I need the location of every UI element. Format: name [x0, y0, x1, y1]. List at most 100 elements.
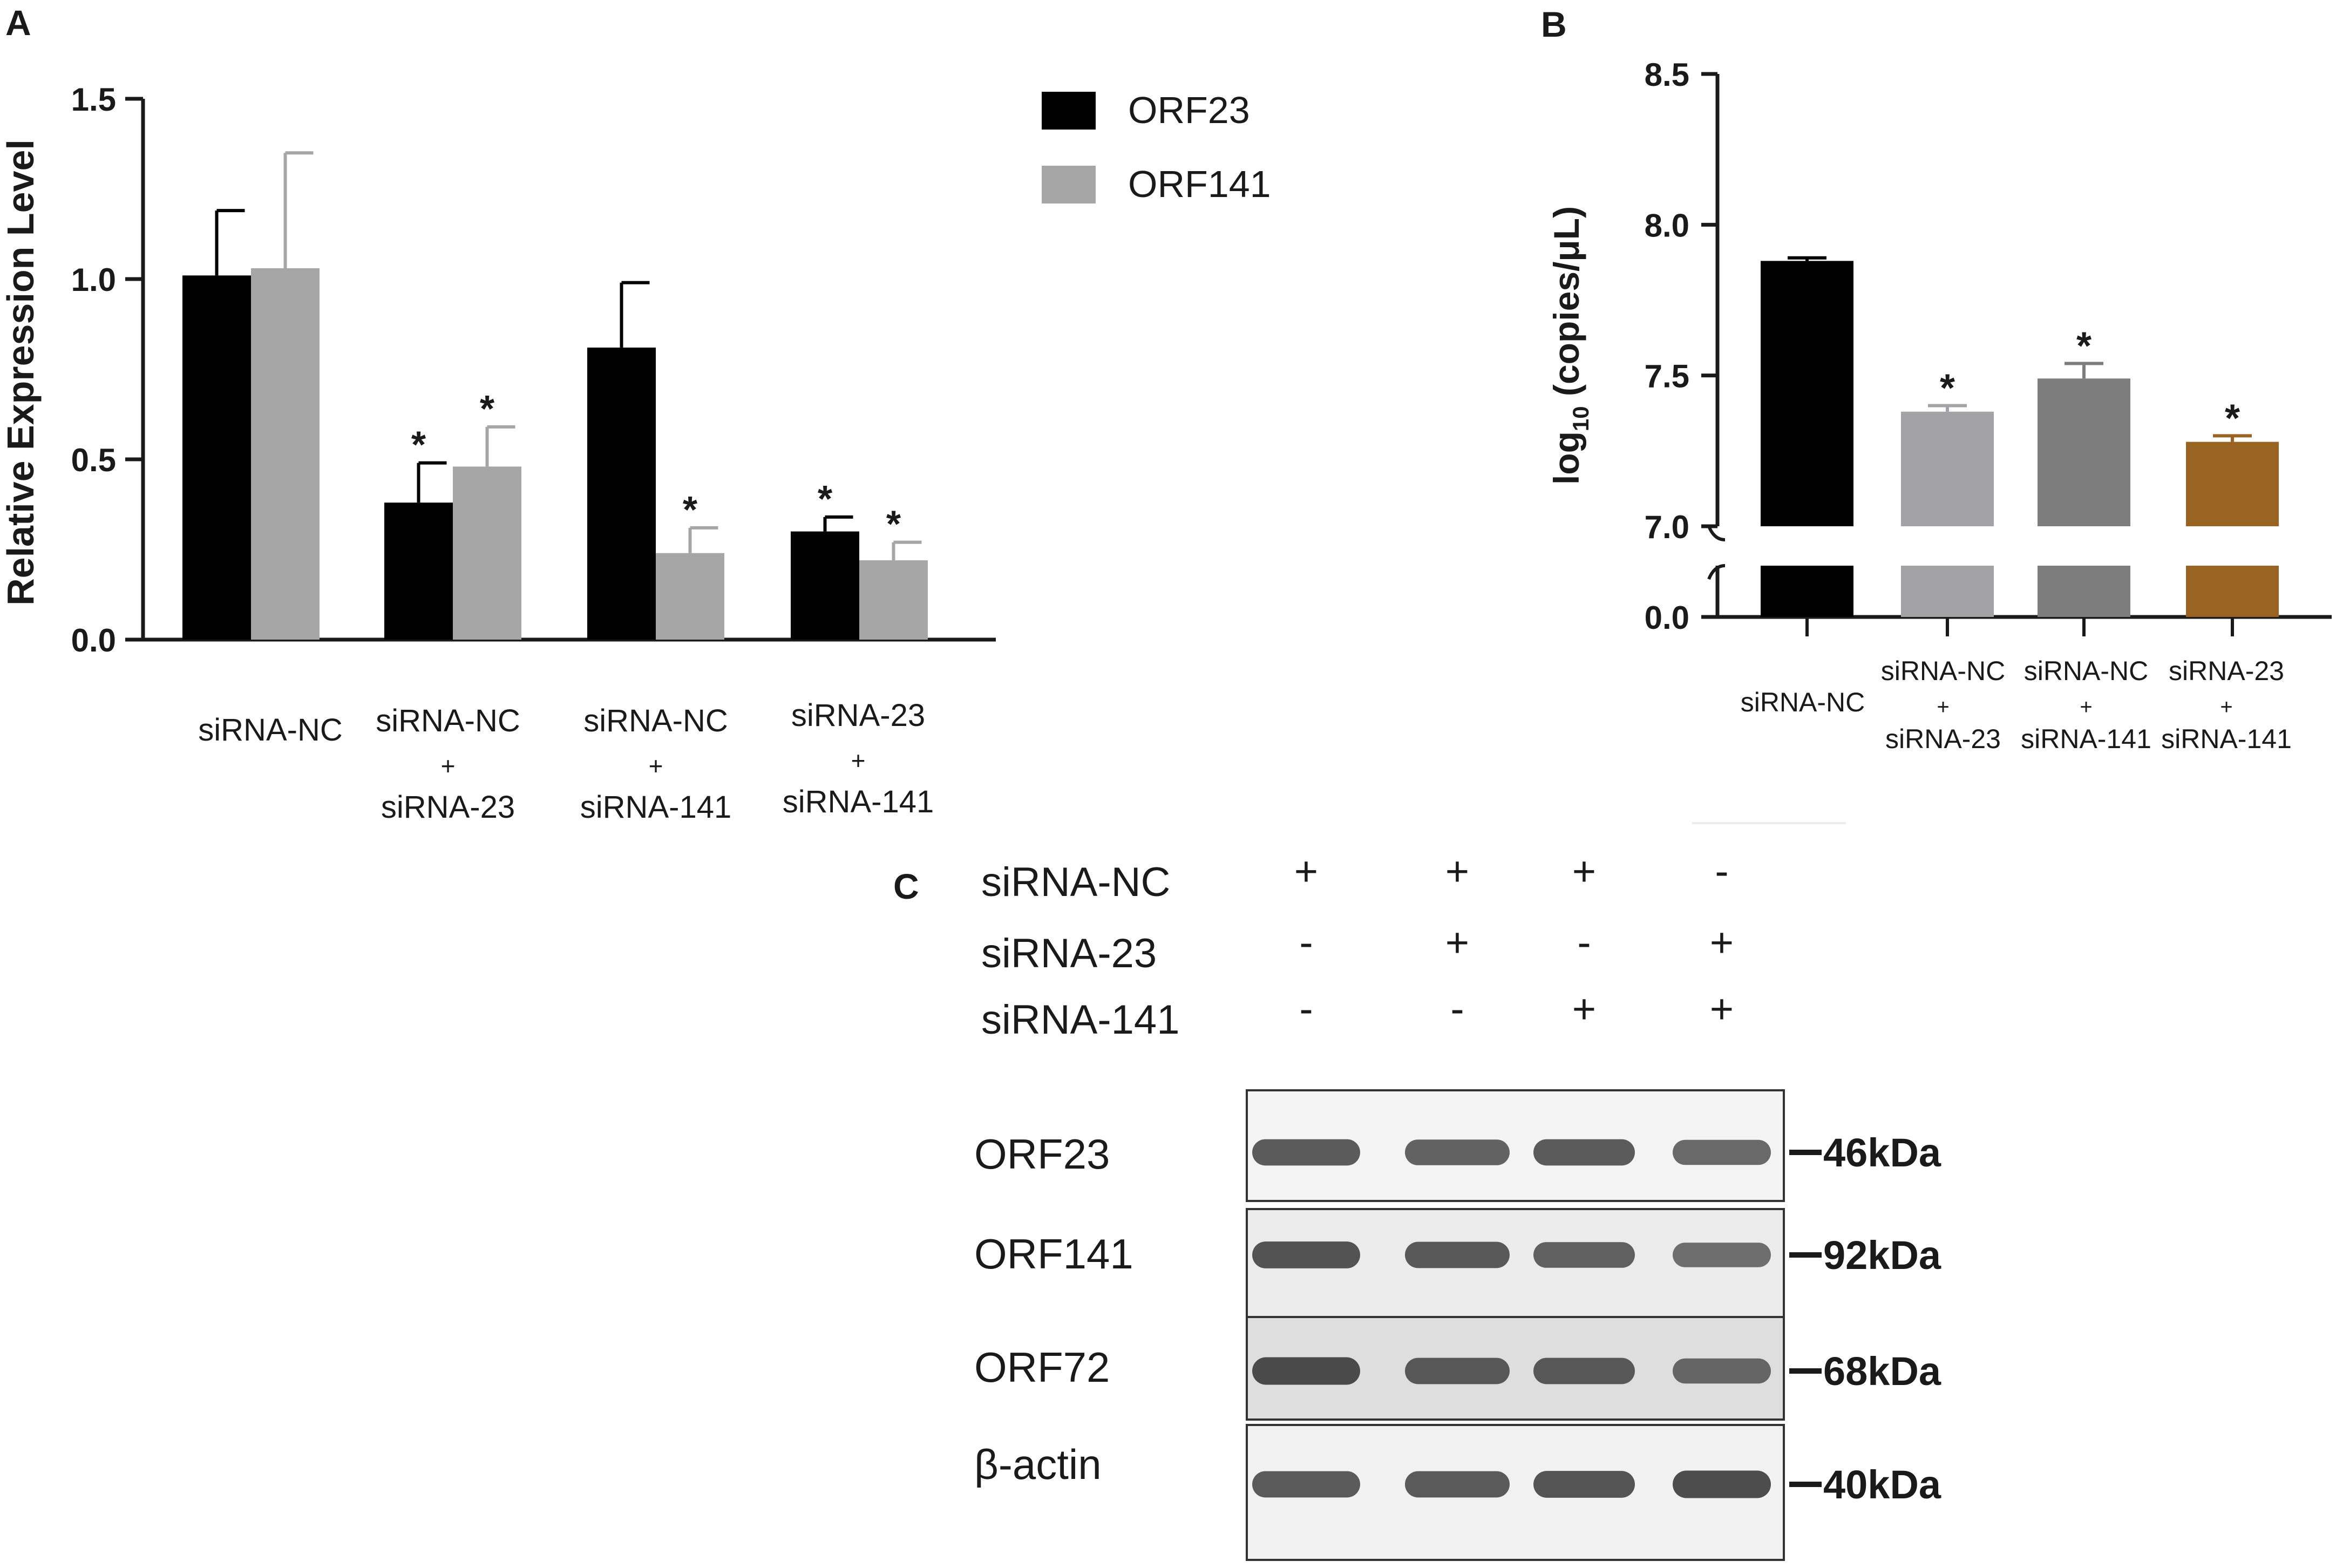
x-tick-label: siRNA-141 [580, 790, 731, 825]
wb-band [1673, 1243, 1771, 1267]
bar-lower [1901, 566, 1994, 617]
x-tick-label: siRNA-NC [1741, 687, 1865, 717]
bar-lower [2038, 566, 2130, 617]
wb-sign-plus: + [1445, 920, 1469, 966]
legend-label-orf23: ORF23 [1128, 89, 1250, 131]
significance-star: * [1940, 367, 1955, 410]
bar-orf23 [182, 275, 251, 640]
panel-a: A Relative Expression Level 0.0 0.5 1.0 1.5… [0, 3, 1271, 825]
wb-sign-plus: + [1572, 986, 1596, 1032]
panel-b-y-axis-label-main: log [1546, 431, 1586, 485]
y-tick-label: 1.0 [71, 262, 116, 298]
wb-condition-label: siRNA-141 [981, 997, 1179, 1043]
bar-orf23 [791, 531, 859, 640]
panel-c: C siRNA-NC + + + -siRNA-23- + - +siRNA-141- - + + … [893, 849, 1941, 1561]
wb-band [1533, 1242, 1635, 1268]
x-tick-label: + [649, 752, 663, 780]
x-tick-label: siRNA-NC [1881, 656, 2006, 686]
x-tick-label: siRNA-23 [1885, 724, 2001, 754]
wb-condition-label: siRNA-23 [981, 931, 1157, 976]
x-tick-label: siRNA-NC [376, 703, 520, 738]
panel-a-label: A [5, 3, 31, 43]
bar-orf23 [384, 503, 453, 640]
panel-a-x-tick-labels: siRNA-NC siRNA-NC + siRNA-23 siRNA-NC + siRNA-… [198, 698, 934, 825]
x-tick-label: siRNA-NC [198, 712, 342, 748]
x-tick-label: siRNA-141 [2021, 724, 2151, 754]
panel-b-y-axis-label-sub: 10 [1568, 406, 1593, 431]
bar-upper [1901, 411, 1994, 526]
legend-swatch-orf141 [1042, 166, 1096, 203]
wb-protein-label: ORF23 [974, 1130, 1110, 1178]
panel-b-y-ticks: 0.0 7.0 7.5 8.0 8.5 [1645, 57, 1717, 636]
wb-band [1252, 1471, 1360, 1498]
wb-band [1405, 1139, 1510, 1165]
significance-star: * [2225, 397, 2240, 440]
x-tick-label: siRNA-23 [791, 698, 925, 733]
x-tick-label: siRNA-23 [2169, 656, 2284, 686]
panel-b-y-axis-label-rest: (copies/μL) [1546, 206, 1586, 406]
wb-band [1673, 1358, 1771, 1384]
panel-a-bars: * * * * * [182, 151, 928, 640]
wb-condition-label: siRNA-NC [981, 859, 1170, 905]
x-tick-label: siRNA-23 [381, 790, 515, 825]
wb-band [1252, 1357, 1360, 1385]
wb-sign-minus: - [1715, 849, 1728, 894]
panel-a-y-ticks: 0.0 0.5 1.0 1.5 [71, 82, 143, 659]
bar-orf141 [656, 553, 724, 640]
wb-sign-plus: + [1572, 849, 1596, 894]
panel-a-legend: ORF23 ORF141 [1042, 89, 1271, 205]
panel-b-label: B [1541, 4, 1567, 44]
x-tick-label: + [851, 746, 866, 775]
wb-size-label: 92kDa [1823, 1233, 1941, 1278]
bar-lower [1761, 566, 1853, 617]
bar-upper [2186, 442, 2279, 526]
panel-b-y-axis-label: log10 (copies/μL) [1546, 206, 1593, 485]
x-tick-label: siRNA-NC [2024, 656, 2149, 686]
x-tick-label: siRNA-141 [2161, 724, 2292, 754]
wb-sign-minus: - [1577, 920, 1591, 966]
wb-sign-plus: + [1710, 920, 1734, 966]
y-tick-label: 8.5 [1645, 57, 1689, 93]
wb-sign-plus: + [1710, 986, 1734, 1032]
wb-band [1533, 1471, 1635, 1498]
wb-band [1405, 1241, 1510, 1268]
bar-upper [1761, 261, 1853, 526]
bar-orf141 [859, 560, 928, 640]
wb-band [1673, 1139, 1771, 1165]
significance-star: * [2076, 324, 2091, 368]
legend-label-orf141: ORF141 [1128, 163, 1271, 205]
wb-condition-table: siRNA-NC + + + - siRNA-23 - + - + siRNA-141 - - + + [981, 849, 1734, 1043]
wb-band [1405, 1471, 1510, 1498]
wb-sign-minus: - [1299, 986, 1313, 1032]
wb-band [1405, 1357, 1510, 1384]
wb-sign-plus: + [1294, 849, 1318, 894]
panel-b-bars: * * * [1761, 256, 2279, 636]
significance-star: * [683, 488, 698, 531]
significance-star: * [886, 503, 901, 545]
panel-b: B log10 (copies/μL) 0.0 7.0 7.5 8.0 8.5 * ** … [1541, 4, 2332, 754]
y-tick-label: 0.5 [71, 442, 116, 478]
x-tick-label: siRNA-NC [583, 703, 728, 738]
wb-band [1673, 1470, 1771, 1498]
wb-band [1252, 1241, 1360, 1268]
wb-protein-label: ORF141 [974, 1230, 1133, 1278]
x-tick-label: + [2080, 695, 2092, 719]
wb-band [1533, 1357, 1635, 1384]
wb-size-label: 46kDa [1823, 1130, 1941, 1175]
y-tick-label: 8.0 [1645, 207, 1689, 243]
y-tick-label: 7.5 [1645, 358, 1689, 395]
y-tick-label: 7.0 [1645, 509, 1689, 545]
wb-sign-plus: + [1445, 849, 1469, 894]
x-tick-label: + [1937, 695, 1949, 719]
wb-sign-minus: - [1450, 986, 1464, 1032]
wb-protein-label: β-actin [974, 1441, 1102, 1488]
bar-orf141 [453, 466, 521, 640]
bar-lower [2186, 566, 2279, 617]
significance-star: * [818, 478, 833, 520]
panel-a-y-axis-label: Relative Expression Level [0, 139, 42, 606]
wb-band [1252, 1139, 1360, 1166]
wb-blots: ORF23 46kDa ORF141 92kDa ORF72 68kDa β-actin 40… [974, 1089, 1941, 1561]
x-tick-label: siRNA-141 [783, 784, 934, 819]
panel-b-axis-break-top [1707, 525, 1726, 541]
